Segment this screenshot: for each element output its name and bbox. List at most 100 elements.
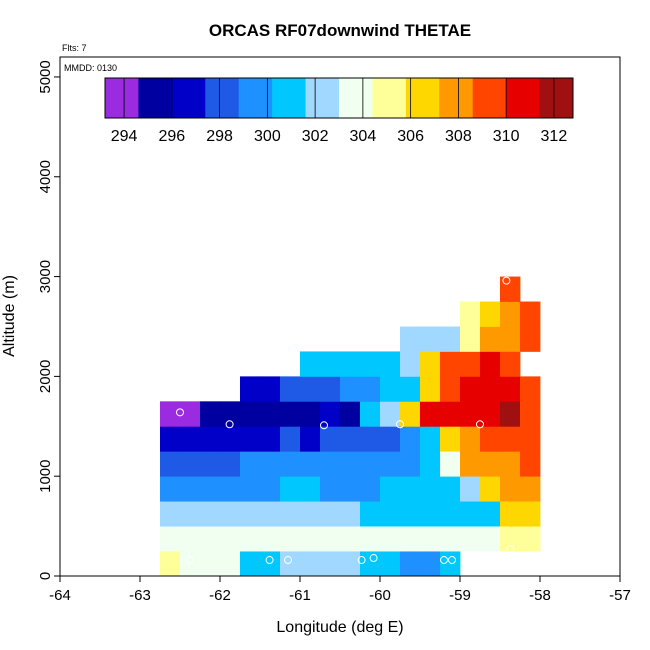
flight-marker bbox=[476, 420, 484, 429]
heatmap-cell bbox=[440, 476, 461, 502]
heatmap-cell bbox=[240, 526, 261, 552]
heatmap-cell bbox=[520, 326, 541, 352]
heatmap-cell bbox=[240, 401, 261, 427]
heatmap-cell bbox=[400, 426, 421, 452]
heatmap-cell bbox=[240, 551, 261, 577]
heatmap-cell bbox=[520, 501, 541, 527]
heatmap-cell bbox=[460, 526, 481, 552]
heatmap-cell bbox=[160, 401, 181, 427]
heatmap-cell bbox=[400, 551, 421, 577]
heatmap-cell bbox=[220, 401, 241, 427]
heatmap-cell bbox=[340, 526, 361, 552]
heatmap-cell bbox=[520, 476, 541, 502]
heatmap-cell bbox=[420, 326, 441, 352]
heatmap-cell bbox=[380, 476, 401, 502]
heatmap-cell bbox=[400, 501, 421, 527]
heatmap-cell bbox=[340, 476, 361, 502]
heatmap-cell bbox=[460, 426, 481, 452]
heatmap-cell bbox=[260, 501, 281, 527]
heatmap-cell bbox=[340, 401, 361, 427]
heatmap-cell bbox=[220, 476, 241, 502]
flight-marker bbox=[440, 556, 448, 565]
heatmap-cell bbox=[440, 376, 461, 402]
flight-marker bbox=[506, 545, 515, 554]
colorbar-segment bbox=[506, 78, 540, 118]
heatmap-cell bbox=[160, 451, 181, 477]
y-tick-label: 5000 bbox=[37, 60, 54, 93]
heatmap-cell bbox=[340, 551, 361, 577]
heatmap-cell bbox=[440, 526, 461, 552]
colorbar-segment bbox=[372, 78, 407, 118]
flight-marker bbox=[357, 556, 366, 565]
heatmap-cell bbox=[400, 351, 421, 377]
flight-marker bbox=[284, 556, 292, 565]
heatmap-cell bbox=[180, 426, 201, 452]
heatmap-cell bbox=[480, 426, 501, 452]
heatmap-cell bbox=[500, 351, 521, 377]
heatmap-cell bbox=[360, 526, 381, 552]
x-tick-label: -62 bbox=[209, 587, 231, 604]
heatmap-cell bbox=[240, 476, 261, 502]
heatmap-cell bbox=[200, 551, 221, 577]
heatmap-cell bbox=[240, 501, 261, 527]
heatmap-cell bbox=[500, 376, 521, 402]
heatmap-cell bbox=[160, 551, 181, 577]
heatmap-cell bbox=[280, 451, 301, 477]
heatmap-cell bbox=[340, 376, 361, 402]
heatmap-cell bbox=[400, 401, 421, 427]
heatmap-cell bbox=[400, 326, 421, 352]
heatmap-cell bbox=[360, 376, 381, 402]
heatmap-cell bbox=[320, 426, 341, 452]
heatmap-cell bbox=[420, 451, 441, 477]
heatmap-cell bbox=[280, 426, 301, 452]
heatmap-cell bbox=[200, 451, 221, 477]
colorbar-segment bbox=[539, 78, 574, 118]
heatmap-cell bbox=[520, 401, 541, 427]
heatmap-cell bbox=[380, 526, 401, 552]
heatmap-cell bbox=[360, 476, 381, 502]
heatmap-cell bbox=[320, 526, 341, 552]
heatmap-cell bbox=[280, 526, 301, 552]
heatmap-cell bbox=[460, 476, 481, 502]
heatmap-cell bbox=[460, 451, 481, 477]
heatmap-cell bbox=[400, 376, 421, 402]
heatmap-cell bbox=[460, 376, 481, 402]
heatmap-cell bbox=[480, 301, 501, 327]
heatmap-cell bbox=[480, 376, 501, 402]
colorbar-frame bbox=[104, 77, 574, 119]
heatmap-cell bbox=[520, 376, 541, 402]
heatmap-cell bbox=[180, 451, 201, 477]
heatmap-cell bbox=[320, 351, 341, 377]
heatmap-cell bbox=[440, 401, 461, 427]
heatmap-cell bbox=[440, 451, 461, 477]
heatmap-cell bbox=[440, 551, 461, 577]
colorbar-segment bbox=[339, 78, 373, 118]
heatmap-cell bbox=[460, 326, 481, 352]
colorbar-segment bbox=[205, 78, 240, 118]
heatmap-cell bbox=[340, 426, 361, 452]
heatmap-cell bbox=[220, 526, 241, 552]
heatmap-cell bbox=[420, 401, 441, 427]
heatmap-cells bbox=[160, 276, 541, 577]
flight-marker bbox=[225, 420, 234, 429]
date-annotation: MMDD: 0130 bbox=[64, 63, 117, 73]
y-tick-label: 4000 bbox=[37, 160, 54, 193]
heatmap-cell bbox=[440, 326, 461, 352]
heatmap-cell bbox=[520, 526, 541, 552]
heatmap-cell bbox=[420, 526, 441, 552]
heatmap-cell bbox=[460, 401, 481, 427]
heatmap-cell bbox=[260, 451, 281, 477]
heatmap-cell bbox=[400, 526, 421, 552]
heatmap-cell bbox=[480, 476, 501, 502]
heatmap-cell bbox=[180, 501, 201, 527]
colorbar-tick-label: 302 bbox=[302, 128, 329, 145]
heatmap-cell bbox=[220, 551, 241, 577]
heatmap-cell bbox=[500, 426, 521, 452]
colorbar-segment bbox=[472, 78, 507, 118]
heatmap-cell bbox=[400, 476, 421, 502]
heatmap-cell bbox=[420, 351, 441, 377]
heatmap-cell bbox=[200, 526, 221, 552]
heatmap-cell bbox=[480, 401, 501, 427]
colorbar-segment bbox=[238, 78, 273, 118]
